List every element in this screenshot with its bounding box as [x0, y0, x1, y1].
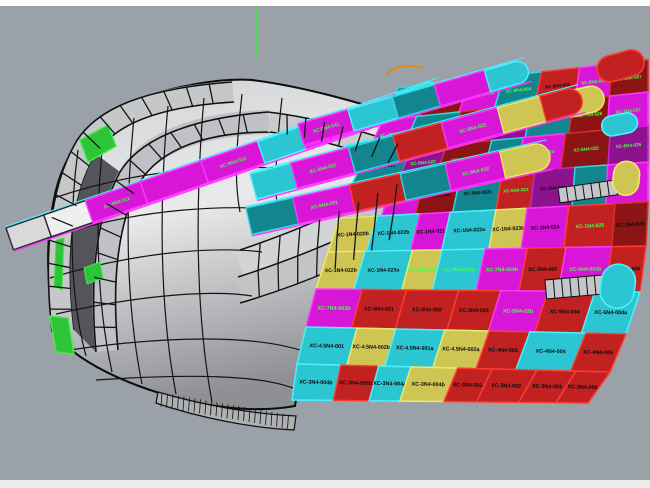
plate-label: XC-1N4-024: [531, 224, 560, 231]
bottom-margin: [0, 480, 650, 488]
plate-label: XC-6N4-025: [573, 145, 599, 152]
plate-label: XC-5N4-004a: [594, 310, 628, 316]
plate-label: XC-3N4-005b: [339, 380, 373, 387]
plate-label: XC-5N4-005: [528, 267, 557, 274]
plate-label: XC-4.5N4-002a: [442, 346, 481, 353]
highlighted-panels[interactable]: [49, 123, 117, 355]
plate-label: XC-3N4-004b: [299, 379, 333, 386]
plate-label: XC-6N4-021: [370, 162, 396, 169]
plate-label: XC-4.5N4-001: [309, 343, 344, 350]
frame-hatch-strips: [544, 179, 619, 300]
plate-label: XC-7N4-026: [577, 111, 603, 119]
plate-label: XC-4N4-005: [583, 350, 613, 357]
plate-label: XC-1N4-022b: [325, 268, 357, 275]
plate-label: XC-8N4-006: [581, 78, 607, 86]
plate-label: XC-3N4-003: [532, 384, 562, 391]
plate-label: XC-3N4-002: [491, 383, 521, 390]
plate-label: XC-4N4-004: [536, 349, 566, 356]
plate-label: XC-8N4-005: [545, 82, 571, 90]
plate-label: XC-6N4-003b: [569, 266, 601, 273]
plate-label: XC-3N4-006: [567, 384, 597, 391]
stringer-segment[interactable]: [499, 141, 553, 179]
plate-label: XC-1N4-021: [416, 228, 445, 235]
plate-label: XC-5N4-003: [459, 308, 489, 314]
plate-label: XC-4.5N4-001a: [396, 345, 435, 352]
stringer-tip[interactable]: [594, 47, 647, 85]
stringer-segment[interactable]: [483, 59, 530, 93]
plate-label: XC-5N4-022b: [463, 189, 492, 196]
plate-label: XC-4.5N4-002b: [352, 344, 391, 351]
plate-label: XC-1N4-020b: [337, 231, 369, 239]
mesh-ticks: [48, 83, 399, 329]
stringer-bands: XC-9N4-011XC-9N4-012XC-9N4-013XC-9N4-021…: [5, 56, 586, 252]
plate-label: XC-3N4-001: [453, 382, 483, 389]
plate-label: XC-7N4-027: [615, 107, 641, 115]
stringer-segment[interactable]: [538, 86, 585, 123]
top-margin: [0, 0, 650, 6]
plate-label: XC-1N4-023b: [492, 226, 524, 234]
plate-label: XC-8N4-007: [616, 74, 642, 82]
plate-label: XC-7N4-004b: [486, 267, 518, 274]
plate-label: XC-3N4-004a: [373, 381, 407, 388]
plate-label: XC-7N4-025: [408, 267, 437, 274]
plate-label: XC-1N4-022b: [377, 230, 409, 238]
stringer-label: XC-9N4-032: [461, 166, 490, 178]
plate-label: XC-6N4-022: [410, 159, 436, 166]
plate-label: XC-8N4-004: [506, 86, 532, 94]
plate-label: XC-7N4-025a: [443, 267, 475, 274]
plate-label: XC-5N4-023: [503, 187, 529, 194]
plate-label: XC-7N4-003b: [317, 306, 351, 312]
plate-label: XC-5N4-024: [540, 185, 566, 192]
plate-label: XC-5N4-004: [550, 309, 580, 315]
plate-label: XC-1N4-026: [616, 221, 645, 228]
stringer-band[interactable]: XC-9N4-031 XC-9N4-032: [245, 139, 554, 237]
stringer-band[interactable]: XC-9N4-041: [297, 56, 532, 148]
bottom-strake-hatch: [160, 392, 289, 429]
plate-label: XC-1N4-023a: [367, 267, 399, 274]
plate-label: XC-5N4-001: [364, 306, 394, 312]
stringer-tip[interactable]: [600, 111, 639, 138]
plate-label: XC-4N4-003: [488, 347, 518, 354]
plate-label: XC-1N4-025: [575, 223, 604, 230]
stringer-tip[interactable]: [611, 160, 641, 197]
orange-guide-arc: [385, 64, 423, 75]
stringer-label: XC-9N4-031: [310, 200, 339, 212]
hull-frames: [71, 93, 283, 403]
stringer-tip[interactable]: [598, 262, 638, 310]
plate[interactable]: [554, 370, 612, 404]
plate-label: XC-5N4-03b: [503, 309, 534, 315]
plate-label: XC-3N4-004b: [411, 381, 445, 388]
plate-label: XC-6N4-026: [615, 142, 641, 149]
plate-label: XC-1N4-022a: [453, 227, 485, 235]
plate-label: XC-5N4-002: [412, 307, 442, 313]
